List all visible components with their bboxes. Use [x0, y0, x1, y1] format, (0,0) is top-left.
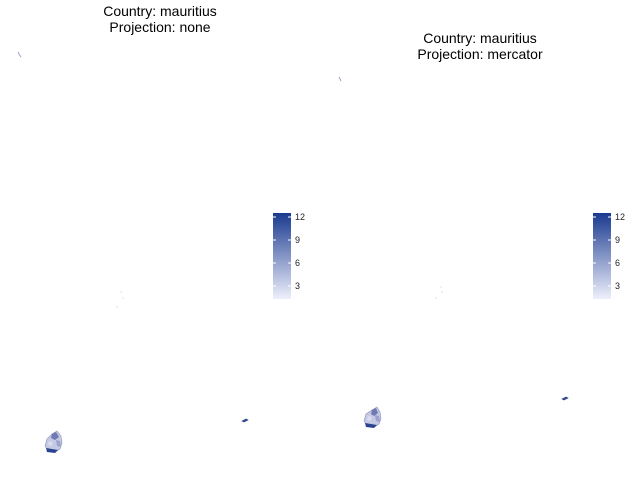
legend-tick-label: 9: [615, 235, 621, 245]
island-speck: [120, 291, 122, 293]
legend-tick-label: 3: [615, 281, 621, 291]
island-mauritius: [363, 406, 382, 428]
legend-tick-label: 6: [295, 258, 301, 268]
title-projection: Projection: mercator: [417, 46, 543, 62]
legend-tick-label: 3: [295, 281, 301, 291]
map-canvas: [17, 51, 249, 453]
panel-title: Country: mauritius Projection: mercator: [320, 30, 640, 62]
legend-gradient-bar: [273, 213, 291, 299]
legend-tick-label: 9: [295, 235, 301, 245]
island-rodrigues: [241, 418, 249, 423]
island-speck: [440, 286, 442, 288]
legend-tick-label: 6: [615, 258, 621, 268]
map-canvas: [338, 76, 569, 428]
island-rodrigues: [561, 396, 569, 401]
island-agalega: [338, 76, 342, 82]
title-projection: Projection: none: [109, 19, 211, 35]
island-speck: [435, 297, 437, 299]
color-legend: 12 9 6 3: [593, 212, 633, 313]
title-country: Country: mauritius: [103, 3, 217, 19]
map-panel-mercator: Country: mauritius Projection: mercator: [320, 0, 640, 480]
map-panel-none: Country: mauritius Projection: none: [0, 3, 320, 453]
legend-tick-label: 12: [295, 212, 306, 222]
island-mauritius: [44, 430, 63, 453]
color-legend: 12 9 6 3: [273, 212, 313, 313]
panel-title: Country: mauritius Projection: none: [0, 3, 320, 35]
legend-tick-label: 12: [615, 212, 626, 222]
island-speck: [122, 297, 124, 299]
legend-gradient-bar: [593, 213, 611, 299]
island-agalega: [17, 51, 22, 58]
island-speck: [116, 306, 118, 308]
title-country: Country: mauritius: [423, 30, 537, 46]
island-speck: [441, 291, 443, 293]
